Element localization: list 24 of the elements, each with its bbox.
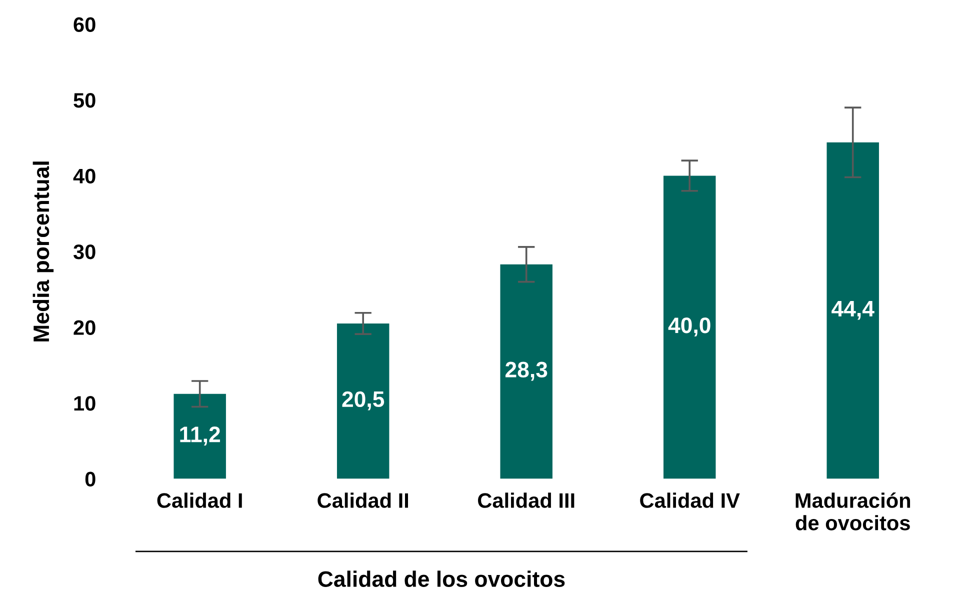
data-label: 44,4 bbox=[832, 301, 874, 320]
bar bbox=[500, 264, 552, 479]
bar bbox=[336, 323, 390, 479]
bar bbox=[826, 142, 879, 479]
data-label: 20,5 bbox=[342, 391, 384, 410]
bar bbox=[174, 394, 226, 479]
data-label: 28,3 bbox=[506, 362, 548, 381]
x-tick-label: Maduración de ovocitos bbox=[796, 492, 910, 530]
y-tick-label: 20 bbox=[74, 320, 96, 335]
y-tick-label: 60 bbox=[74, 17, 96, 32]
y-tick-label: 30 bbox=[73, 244, 96, 260]
x-axis-title: Calidad de los ovocitos bbox=[318, 570, 565, 587]
bar bbox=[663, 176, 716, 479]
x-tick-label: Calidad III bbox=[478, 492, 574, 508]
y-tick-label: 10 bbox=[74, 396, 96, 411]
y-tick-label: 40 bbox=[73, 168, 96, 184]
x-tick-label: Calidad II bbox=[318, 492, 408, 508]
data-label: 40,0 bbox=[668, 317, 710, 336]
x-tick-label: Calidad IV bbox=[640, 492, 740, 508]
y-tick-label: 0 bbox=[85, 472, 96, 486]
x-tick-label: Calidad I bbox=[157, 492, 242, 508]
data-label: 11,2 bbox=[180, 426, 220, 446]
y-axis-title: Media porcentual bbox=[32, 162, 54, 342]
y-tick-label: 50 bbox=[74, 92, 96, 108]
